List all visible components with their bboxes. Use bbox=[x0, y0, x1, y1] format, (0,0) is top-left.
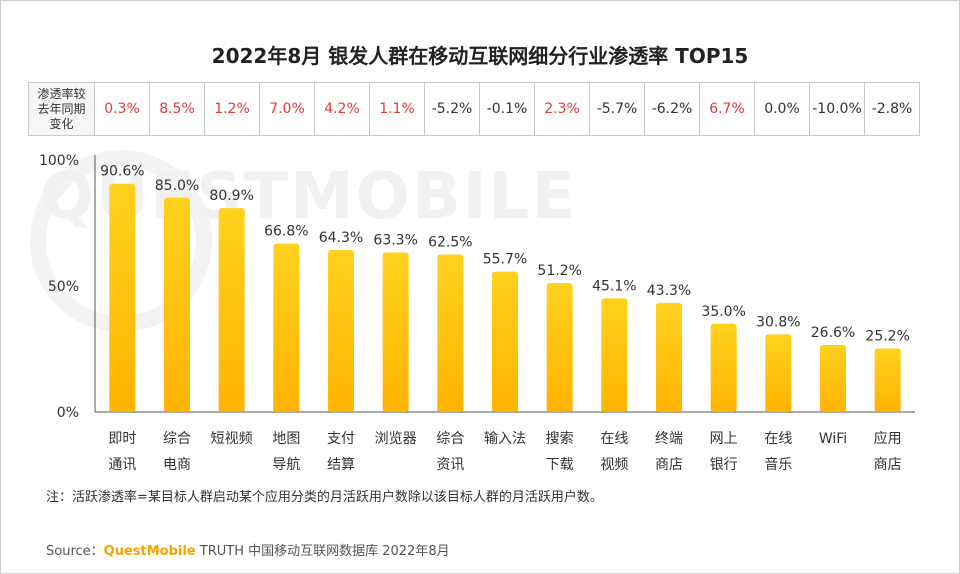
yoy-value-cell: 8.5% bbox=[149, 82, 205, 136]
bar-value-label: 35.0% bbox=[701, 304, 745, 320]
bar-value-label: 45.1% bbox=[592, 278, 636, 294]
bar-value-label: 85.0% bbox=[155, 178, 199, 194]
bar bbox=[656, 302, 682, 412]
yoy-value-cell: -5.7% bbox=[589, 82, 645, 136]
x-tick-label: 资讯 bbox=[436, 457, 464, 473]
yoy-value-cell: 4.2% bbox=[314, 82, 370, 136]
bar bbox=[820, 344, 846, 412]
bar bbox=[382, 252, 409, 412]
yoy-header-line: 渗透率较 bbox=[37, 86, 86, 101]
x-tick-label: 支付 bbox=[327, 431, 355, 447]
y-tick-label: 100% bbox=[39, 153, 79, 169]
bar-value-label: 30.8% bbox=[756, 314, 800, 330]
yoy-value-cell: 7.0% bbox=[259, 82, 315, 136]
x-tick-label: 通讯 bbox=[108, 457, 136, 473]
bar-value-label: 51.2% bbox=[537, 263, 581, 279]
x-tick-label: 综合 bbox=[436, 431, 464, 447]
yoy-header-line: 去年同期 bbox=[37, 101, 86, 116]
bar-value-label: 80.9% bbox=[209, 188, 253, 204]
source-detail: TRUTH 中国移动互联网数据库 2022年8月 bbox=[195, 544, 450, 559]
y-tick-label: 0% bbox=[57, 405, 79, 421]
yoy-value-cell: -10.0% bbox=[809, 82, 865, 136]
yoy-change-table: 渗透率较 去年同期 变化 0.3% 8.5% 1.2% 7.0% 4.2% 1.1% -5.… bbox=[28, 82, 920, 136]
x-tick-label: 在线 bbox=[600, 431, 628, 447]
x-tick-label: 输入法 bbox=[484, 431, 526, 447]
yoy-header-line: 变化 bbox=[49, 116, 74, 131]
chart-title: 2022年8月 银发人群在移动互联网细分行业渗透率 TOP15 bbox=[211, 44, 749, 68]
x-tick-label: 搜索 bbox=[546, 430, 574, 447]
source-brand: QuestMobile bbox=[103, 544, 196, 559]
x-tick-label: WiFi bbox=[819, 431, 847, 447]
bar-value-label: 63.3% bbox=[373, 232, 417, 248]
bar-value-label: 64.3% bbox=[319, 230, 363, 246]
bar-value-label: 90.6% bbox=[100, 164, 144, 180]
x-tick-label: 商店 bbox=[874, 457, 902, 473]
yoy-value-cell: 1.1% bbox=[369, 82, 425, 136]
yoy-value-cell: -5.2% bbox=[424, 82, 480, 136]
bar bbox=[874, 348, 901, 412]
y-tick-label: 50% bbox=[48, 279, 79, 295]
yoy-value-cell: -6.2% bbox=[644, 82, 700, 136]
bar-value-label: 55.7% bbox=[483, 252, 527, 268]
x-tick-label: 短视频 bbox=[211, 431, 253, 447]
bar bbox=[601, 298, 628, 412]
x-tick-label: 音乐 bbox=[764, 456, 792, 473]
source-line: Source：QuestMobile TRUTH 中国移动互联网数据库 2022… bbox=[46, 540, 450, 559]
x-tick-label: 下载 bbox=[546, 457, 574, 473]
bar bbox=[765, 334, 792, 412]
footnote: 注：活跃渗透率=某目标人群启动某个应用分类的月活跃用户数除以该目标人群的月活跃用… bbox=[46, 490, 603, 505]
bar-value-label: 62.5% bbox=[428, 235, 472, 251]
yoy-value-cell: 1.2% bbox=[204, 82, 260, 136]
x-tick-label: 在线 bbox=[764, 431, 792, 447]
x-tick-label: 导航 bbox=[272, 457, 300, 473]
source-prefix: Source： bbox=[46, 544, 104, 559]
bar bbox=[218, 208, 245, 412]
yoy-value-cell: 2.3% bbox=[534, 82, 590, 136]
x-tick-label: 商店 bbox=[655, 457, 683, 473]
bar bbox=[437, 254, 464, 412]
bar-value-label: 43.3% bbox=[647, 283, 691, 299]
yoy-value-cell: 0.3% bbox=[94, 82, 150, 136]
bar bbox=[710, 323, 737, 412]
yoy-value-cell: -2.8% bbox=[864, 82, 920, 136]
x-tick-label: 银行 bbox=[710, 457, 738, 473]
yoy-value-cell: 6.7% bbox=[699, 82, 755, 136]
x-tick-label: 综合 bbox=[163, 431, 191, 447]
x-tick-label: 浏览器 bbox=[375, 431, 417, 447]
bar-value-label: 66.8% bbox=[264, 224, 308, 240]
x-tick-label: 电商 bbox=[163, 457, 191, 473]
x-tick-label: 应用 bbox=[874, 430, 902, 447]
x-tick-label: 结算 bbox=[327, 457, 355, 473]
x-tick-label: 视频 bbox=[600, 457, 628, 473]
bar-value-label: 25.2% bbox=[865, 328, 909, 344]
yoy-value-cell: 0.0% bbox=[754, 82, 810, 136]
yoy-header-cell: 渗透率较 去年同期 变化 bbox=[28, 82, 95, 136]
x-tick-label: 地图 bbox=[272, 431, 300, 447]
x-tick-label: 网上 bbox=[710, 431, 738, 447]
bar bbox=[492, 271, 518, 412]
bar bbox=[164, 197, 190, 412]
yoy-value-cell: -0.1% bbox=[479, 82, 535, 136]
x-tick-label: 终端 bbox=[655, 431, 683, 447]
x-tick-label: 即时 bbox=[108, 431, 136, 447]
bar bbox=[109, 183, 136, 412]
bar bbox=[273, 243, 300, 412]
bar-value-label: 26.6% bbox=[811, 325, 855, 341]
bar bbox=[546, 282, 573, 412]
bar bbox=[328, 249, 354, 412]
yoy-change-row: 渗透率较 去年同期 变化 0.3% 8.5% 1.2% 7.0% 4.2% 1.1% -5.… bbox=[28, 82, 920, 136]
